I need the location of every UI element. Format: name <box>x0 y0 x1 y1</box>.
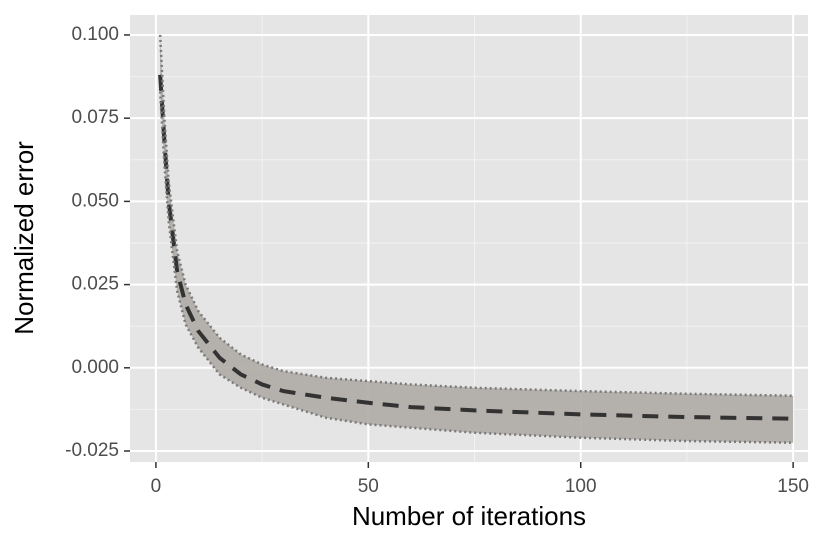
y-tick-label: 0.100 <box>71 24 119 45</box>
line <box>158 74 794 421</box>
x-tick-label: 150 <box>777 476 809 497</box>
y-tick-label: -0.025 <box>65 440 119 461</box>
x-tick-label: 0 <box>151 476 162 497</box>
y-tick-label: 0.000 <box>71 357 119 378</box>
ribbon <box>160 34 794 443</box>
line <box>158 34 794 398</box>
y-tick-label: 0.050 <box>71 190 119 211</box>
x-tick-label: 100 <box>565 476 597 497</box>
x-tick-label: 50 <box>358 476 379 497</box>
y-tick-label: 0.025 <box>71 274 119 295</box>
y-tick-label: 0.075 <box>71 107 119 128</box>
x-axis-title: Number of iterations <box>352 501 586 531</box>
y-axis-title: Normalized error <box>9 141 39 335</box>
line <box>158 91 794 444</box>
